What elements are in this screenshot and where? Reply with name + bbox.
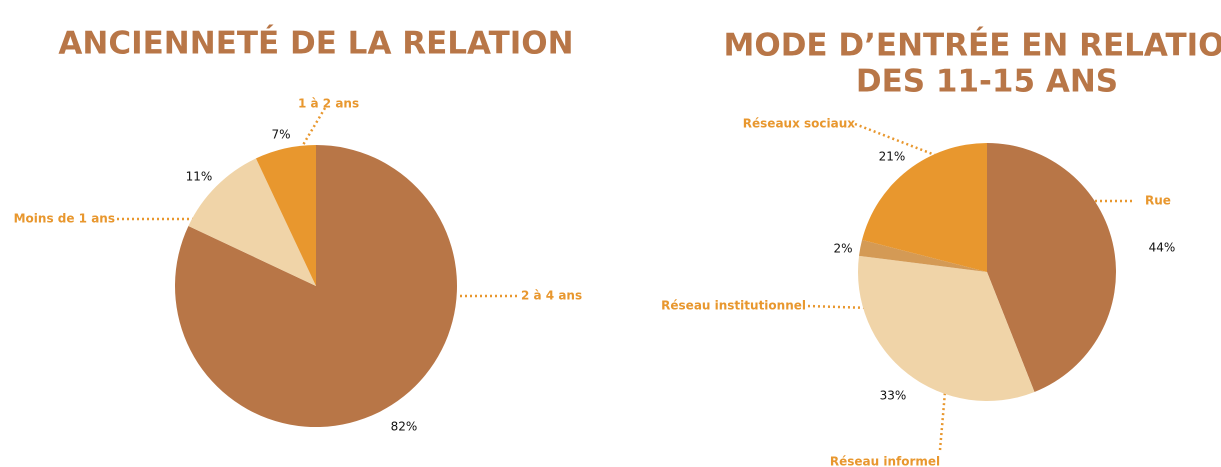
slice-label: Réseaux sociaux: [743, 117, 855, 131]
slice-label: Réseau informel: [830, 455, 940, 467]
pie-slice: [188, 158, 316, 286]
chart-title: DES 11-15 ANS: [856, 64, 1118, 100]
value-label: 33%: [880, 389, 907, 403]
chart-title: MODE D’ENTRÉE EN RELATION: [724, 28, 1221, 64]
leader-line: [298, 107, 327, 151]
value-label: 21%: [879, 150, 906, 164]
value-label: 11%: [186, 170, 213, 184]
pie-slice: [987, 143, 1116, 392]
value-label: 2%: [833, 242, 852, 256]
value-label: 44%: [1149, 241, 1176, 255]
leader-line: [938, 391, 947, 451]
leader-line: [854, 122, 936, 157]
pie-slice: [858, 255, 1035, 401]
slice-label: 2 à 4 ans: [521, 289, 582, 303]
pie-slice: [255, 145, 316, 286]
chart-title: ANCIENNETÉ DE LA RELATION: [58, 26, 573, 62]
pie-slice: [859, 239, 987, 272]
slice-label: 1 à 2 ans: [298, 97, 359, 111]
slice-label: Réseau institutionnel: [661, 299, 806, 313]
value-label: 7%: [271, 128, 290, 142]
slice-label: Moins de 1 ans: [14, 212, 115, 226]
pie-slice: [862, 143, 987, 272]
slice-label: Rue: [1145, 194, 1171, 208]
leader-line: [807, 304, 871, 310]
value-label: 82%: [391, 420, 418, 434]
